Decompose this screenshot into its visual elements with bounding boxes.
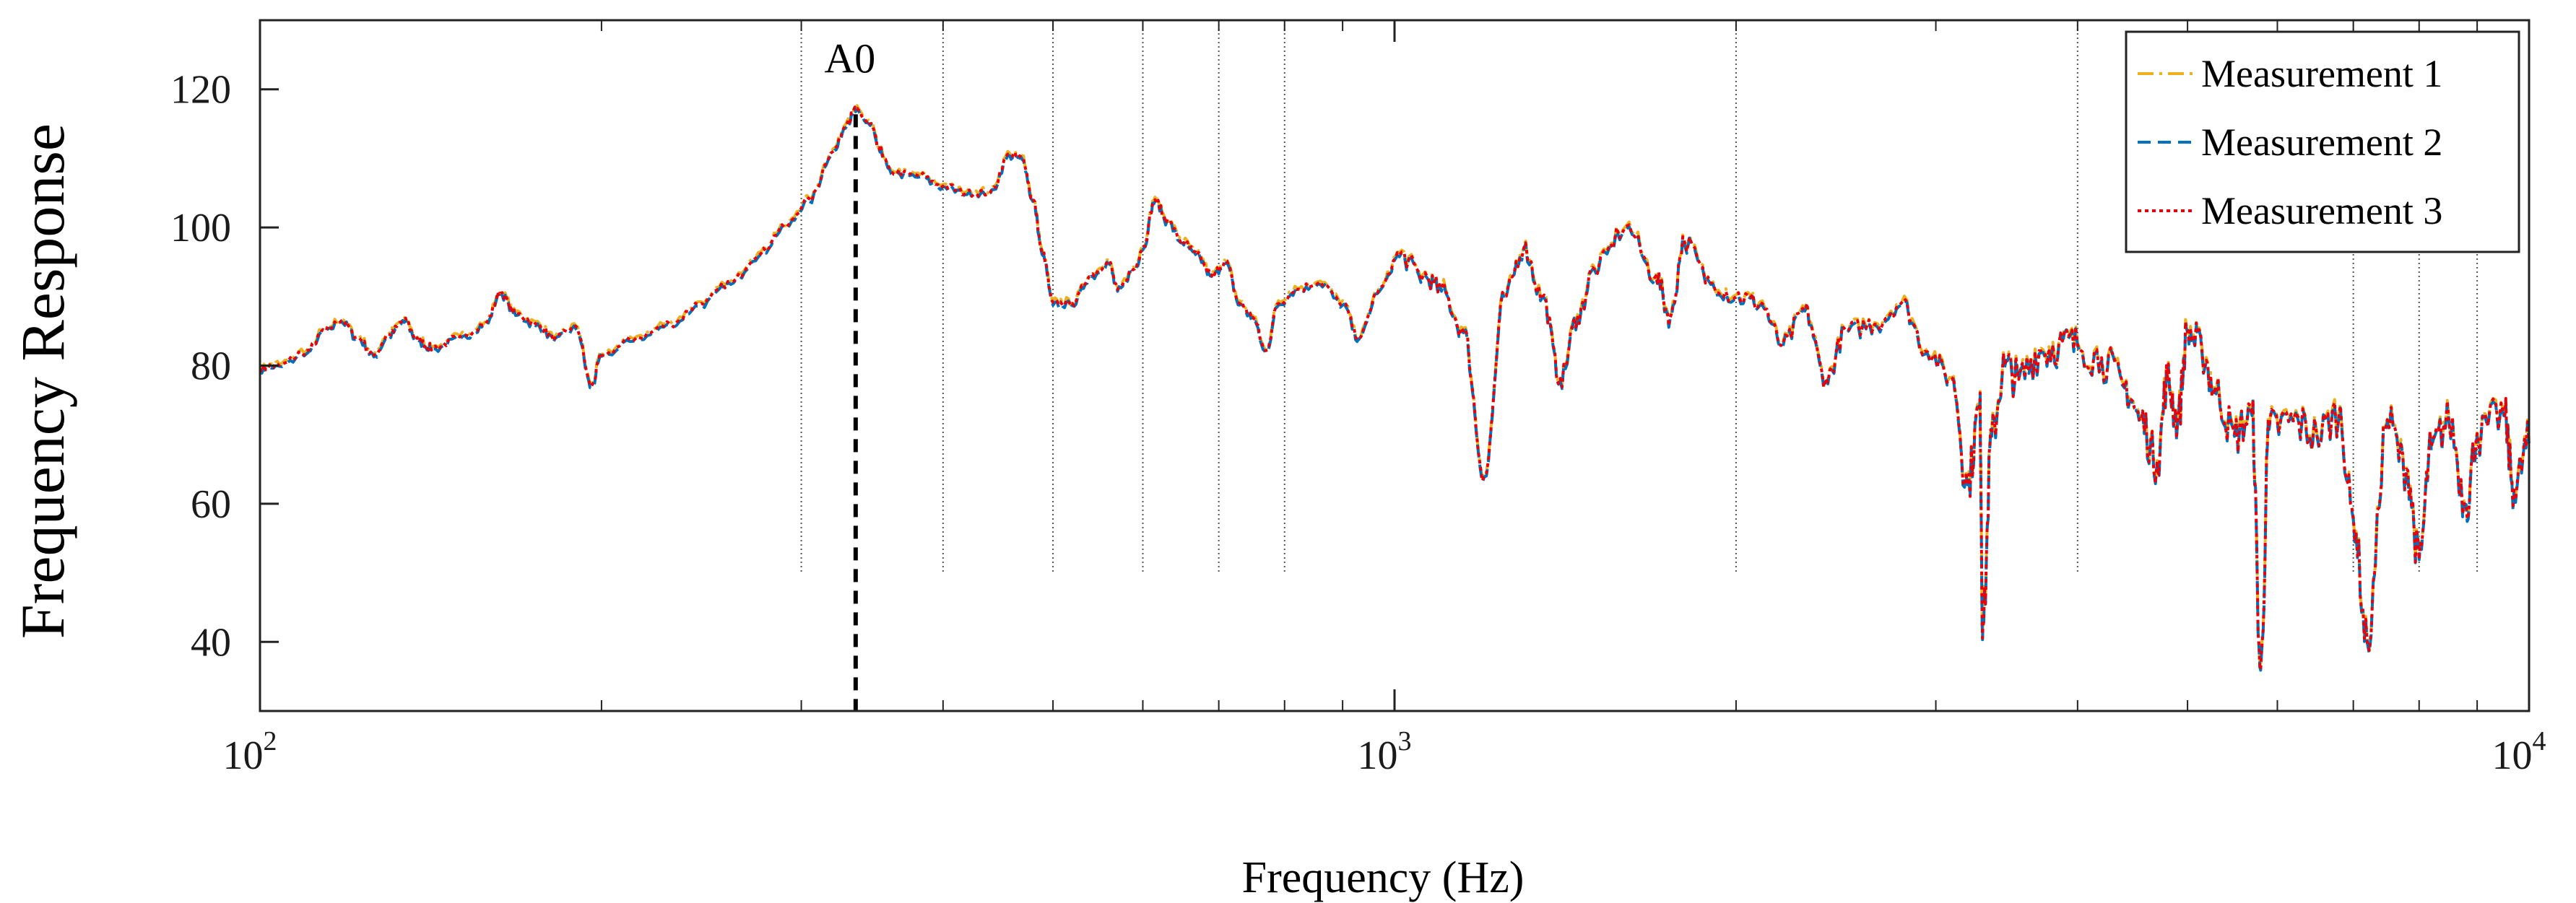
- legend: Measurement 1 Measurement 2 Measurement 3: [2125, 30, 2520, 253]
- series-line-3: [259, 105, 2531, 671]
- measurement-curves: [259, 103, 2531, 672]
- y-tick-label: 60: [191, 482, 231, 527]
- legend-label-2: Measurement 2: [2201, 121, 2442, 164]
- x-tick-label: 103: [1358, 726, 1412, 778]
- y-tick-label: 120: [170, 68, 231, 113]
- a0-annotation: A0: [824, 35, 875, 82]
- y-axis-ticks: 40 60 80 100 120: [170, 68, 279, 665]
- y-tick-label: 80: [191, 344, 231, 389]
- legend-label-3: Measurement 3: [2201, 189, 2442, 232]
- x-axis-title: Frequency (Hz): [1242, 853, 1525, 902]
- y-tick-label: 40: [191, 620, 231, 665]
- x-tick-label: 104: [2492, 726, 2546, 778]
- x-tick-label: 102: [223, 726, 277, 778]
- x-axis-ticks: 102 103 104: [223, 20, 2546, 778]
- y-axis-title: Frequency Response: [8, 123, 77, 639]
- legend-label-1: Measurement 1: [2201, 52, 2442, 95]
- y-tick-label: 100: [170, 206, 231, 250]
- legend-box: [2125, 30, 2520, 253]
